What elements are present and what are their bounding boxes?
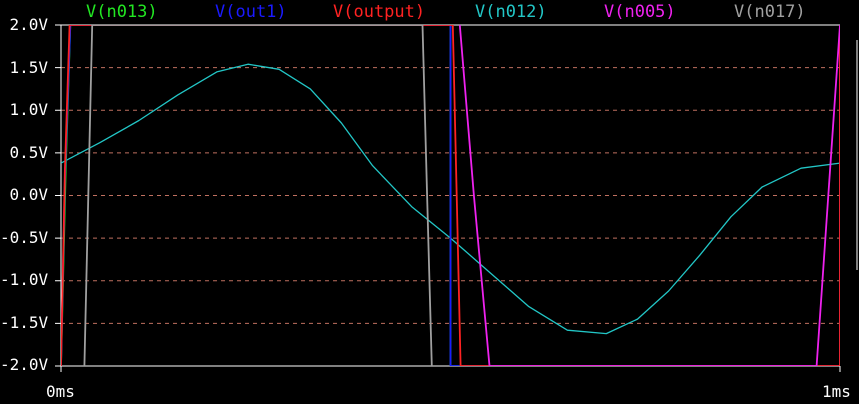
legend-trace-n017[interactable]: V(n017)	[734, 2, 806, 22]
y-tick-label: -1.0V	[0, 270, 49, 289]
y-tick-label: 1.5V	[9, 58, 48, 77]
legend-trace-out1[interactable]: V(out1)	[215, 2, 287, 22]
legend-trace-n012[interactable]: V(n012)	[475, 2, 547, 22]
y-tick-label: 2.0V	[9, 15, 48, 34]
legend-trace-n013[interactable]: V(n013)	[86, 2, 158, 22]
trace-legend: V(n013) V(out1) V(output) V(n012) V(n005…	[0, 0, 859, 24]
y-tick-label: 1.0V	[9, 100, 48, 119]
series-line-vn017	[83, 25, 433, 366]
series-line-vout1	[61, 25, 840, 366]
x-tick-label-start: 0ms	[46, 382, 75, 401]
y-tick-label: -1.5V	[0, 313, 49, 332]
legend-trace-n005[interactable]: V(n005)	[604, 2, 676, 22]
legend-trace-output[interactable]: V(output)	[333, 2, 426, 22]
y-tick-label: -0.5V	[0, 228, 49, 247]
y-tick-label: 0.5V	[9, 143, 48, 162]
y-tick-label: 0.0V	[9, 185, 48, 204]
series-line-vn005	[458, 25, 840, 366]
y-tick-label: -2.0V	[0, 355, 49, 374]
series-line-voutput	[61, 25, 840, 366]
x-tick-label-end: 1ms	[822, 382, 851, 401]
